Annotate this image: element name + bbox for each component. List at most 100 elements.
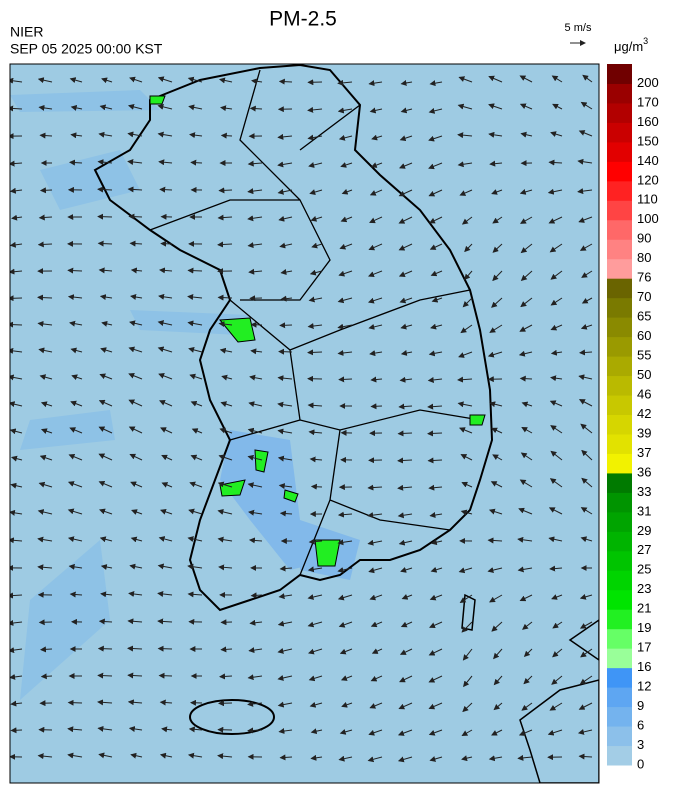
colorbar-block: [607, 181, 632, 201]
colorbar: 0369121617192123252729313336373942465055…: [607, 64, 659, 771]
wind-arrow: [521, 378, 532, 379]
colorbar-block: [607, 492, 632, 512]
wind-arrow: [312, 486, 322, 487]
colorbar-block: [607, 200, 632, 220]
wind-arrow: [339, 379, 352, 380]
colorbar-label: 170: [637, 94, 659, 109]
colorbar-block: [607, 551, 632, 571]
wind-arrow: [188, 270, 202, 271]
colorbar-label: 65: [637, 309, 651, 324]
wind-arrow: [248, 730, 262, 731]
wind-scale-label: 5 m/s: [565, 22, 592, 34]
colorbar-label: 29: [637, 523, 651, 538]
wind-arrow: [398, 433, 412, 434]
colorbar-label: 6: [637, 717, 644, 732]
wind-arrow: [161, 243, 172, 244]
colorbar-block: [607, 473, 632, 493]
wind-arrow: [38, 297, 52, 298]
colorbar-label: 46: [637, 386, 651, 401]
colorbar-block: [607, 415, 632, 435]
wind-arrow: [159, 648, 172, 649]
colorbar-label: 0: [637, 756, 644, 771]
colorbar-label: 60: [637, 328, 651, 343]
colorbar-label: 70: [637, 289, 651, 304]
colorbar-block: [607, 512, 632, 532]
wind-arrow: [99, 648, 112, 649]
colorbar-label: 200: [637, 75, 659, 90]
wind-arrow: [222, 135, 232, 136]
wind-arrow: [98, 216, 112, 217]
colorbar-block: [607, 570, 632, 590]
colorbar-label: 27: [637, 542, 651, 557]
colorbar-label: 33: [637, 484, 651, 499]
wind-arrow: [99, 243, 112, 244]
colorbar-block: [607, 220, 632, 240]
colorbar-block: [607, 648, 632, 668]
colorbar-label: 36: [637, 464, 651, 479]
colorbar-label: 37: [637, 445, 651, 460]
wind-arrow: [129, 216, 142, 217]
wind-arrow: [160, 189, 172, 190]
colorbar-label: 110: [637, 192, 658, 207]
colorbar-block: [607, 376, 632, 396]
colorbar-label: 150: [637, 133, 659, 148]
colorbar-label: 80: [637, 250, 651, 265]
colorbar-label: 39: [637, 425, 651, 440]
colorbar-label: 17: [637, 640, 651, 655]
wind-arrow: [98, 675, 112, 676]
wind-arrow: [280, 81, 292, 82]
colorbar-block: [607, 590, 632, 610]
wind-arrow: [42, 676, 52, 677]
colorbar-block: [607, 259, 632, 279]
agency: NIER: [10, 24, 43, 40]
colorbar-block: [607, 161, 632, 181]
colorbar-block: [607, 453, 632, 473]
colorbar-label: 12: [637, 679, 651, 694]
colorbar-label: 3: [637, 737, 644, 752]
colorbar-block: [607, 726, 632, 746]
title: PM-2.5: [269, 8, 337, 31]
colorbar-label: 100: [637, 211, 659, 226]
colorbar-block: [607, 64, 632, 84]
colorbar-label: 160: [637, 114, 659, 129]
wind-arrow: [219, 190, 232, 191]
colorbar-label: 90: [637, 231, 651, 246]
colorbar-block: [607, 746, 632, 766]
map: [8, 64, 599, 783]
colorbar-block: [607, 122, 632, 142]
colorbar-block: [607, 707, 632, 727]
colorbar-block: [607, 668, 632, 688]
wind-arrow: [41, 649, 52, 650]
colorbar-block: [607, 83, 632, 103]
colorbar-label: 50: [637, 367, 651, 382]
datetime: SEP 05 2025 00:00 KST: [10, 41, 163, 57]
wind-arrow: [68, 270, 82, 271]
colorbar-label: 140: [637, 153, 659, 168]
colorbar-block: [607, 395, 632, 415]
wind-arrow: [130, 243, 142, 244]
wind-arrow: [308, 352, 322, 353]
wind-arrow: [41, 190, 52, 191]
colorbar-block: [607, 142, 632, 162]
colorbar-block: [607, 317, 632, 337]
colorbar-block: [607, 434, 632, 454]
colorbar-label: 16: [637, 659, 651, 674]
wind-arrow: [39, 244, 52, 245]
colorbar-block: [607, 531, 632, 551]
unit: μg/m3: [614, 36, 648, 54]
colorbar-label: 76: [637, 270, 651, 285]
colorbar-label: 120: [637, 172, 659, 187]
colorbar-block: [607, 629, 632, 649]
colorbar-label: 21: [637, 601, 651, 616]
colorbar-block: [607, 278, 632, 298]
colorbar-label: 25: [637, 562, 651, 577]
colorbar-block: [607, 337, 632, 357]
colorbar-label: 55: [637, 348, 651, 363]
colorbar-label: 42: [637, 406, 651, 421]
wind-arrow: [280, 757, 292, 758]
colorbar-label: 9: [637, 698, 644, 713]
colorbar-label: 23: [637, 581, 651, 596]
colorbar-block: [607, 298, 632, 318]
colorbar-label: 31: [637, 503, 651, 518]
